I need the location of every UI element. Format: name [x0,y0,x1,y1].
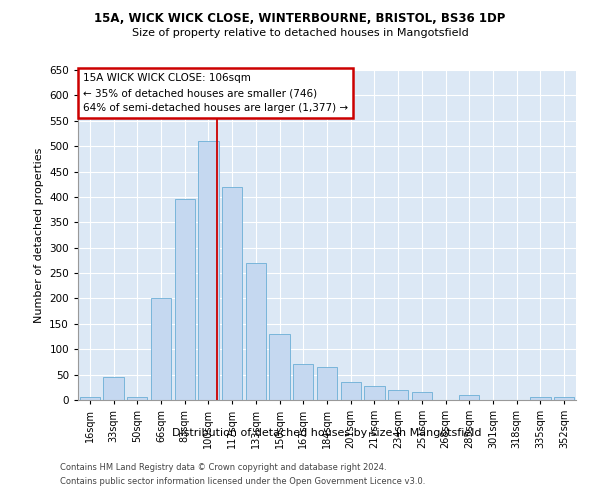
Bar [199,141,218,400]
Text: Size of property relative to detached houses in Mangotsfield: Size of property relative to detached ho… [131,28,469,38]
Text: Contains HM Land Registry data © Crown copyright and database right 2024.: Contains HM Land Registry data © Crown c… [60,462,386,471]
Text: Distribution of detached houses by size in Mangotsfield: Distribution of detached houses by size … [172,428,482,438]
Bar [80,398,100,400]
Bar [341,382,361,400]
Bar [246,263,266,400]
Bar [530,398,551,400]
Bar [103,377,124,400]
Bar [412,392,432,400]
Text: 15A WICK WICK CLOSE: 106sqm
← 35% of detached houses are smaller (746)
64% of se: 15A WICK WICK CLOSE: 106sqm ← 35% of det… [83,74,348,113]
Text: 15A, WICK WICK CLOSE, WINTERBOURNE, BRISTOL, BS36 1DP: 15A, WICK WICK CLOSE, WINTERBOURNE, BRIS… [94,12,506,26]
Bar [459,395,479,400]
Bar [269,334,290,400]
Bar [364,386,385,400]
Bar [388,390,408,400]
Bar [293,364,313,400]
Bar [554,398,574,400]
Bar [222,187,242,400]
Bar [127,398,148,400]
Bar [151,298,171,400]
Bar [317,367,337,400]
Y-axis label: Number of detached properties: Number of detached properties [34,148,44,322]
Text: Contains public sector information licensed under the Open Government Licence v3: Contains public sector information licen… [60,478,425,486]
Bar [175,200,195,400]
